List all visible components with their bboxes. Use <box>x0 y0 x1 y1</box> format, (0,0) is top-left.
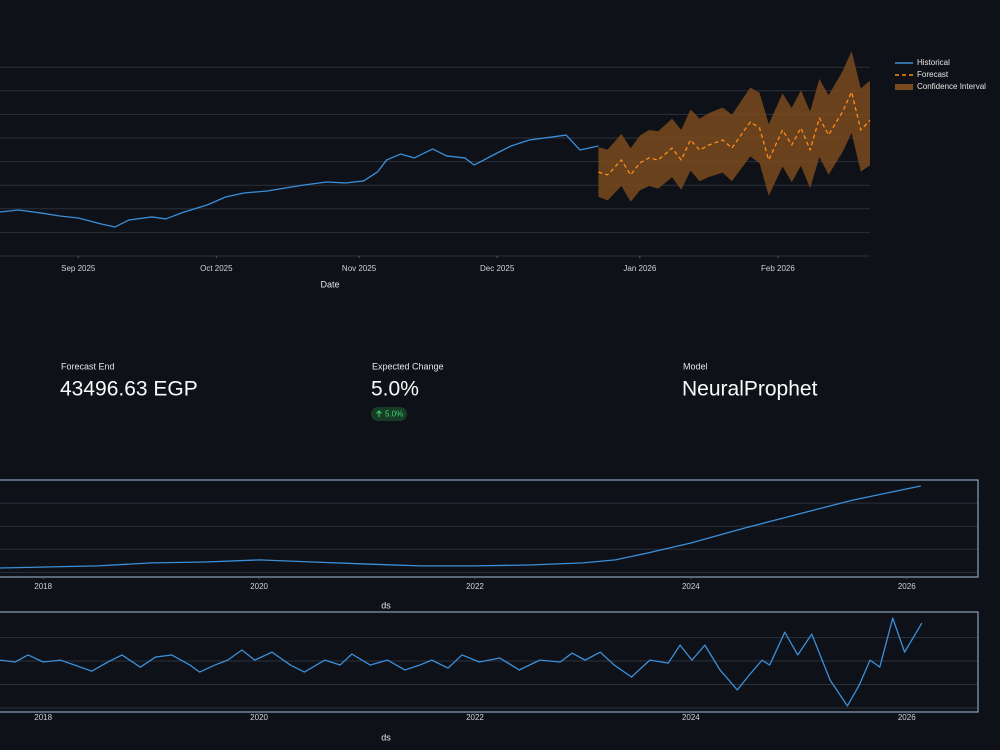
x-tick-label: Sep 2025 <box>61 264 96 273</box>
legend-label: Forecast <box>917 70 949 79</box>
metric-value: NeuralProphet <box>682 378 818 401</box>
metric-value: 43496.63 EGP <box>60 378 198 401</box>
x-tick-label: 2024 <box>682 582 700 591</box>
x-tick-label: 2026 <box>898 582 916 591</box>
x-tick-label: 2018 <box>34 713 52 722</box>
x-tick-label: 2018 <box>34 582 52 591</box>
metric-label: Model <box>683 361 708 371</box>
legend: Historical Forecast Confidence Interval <box>895 58 986 91</box>
confidence-band <box>598 51 870 202</box>
metric-value: 5.0% <box>371 378 419 401</box>
chart: 2018 2020 2022 2024 2026 ds <box>0 479 979 610</box>
x-tick-label: Jan 2026 <box>623 264 656 273</box>
metric-label: Expected Change <box>372 361 444 371</box>
x-tick-label: 2026 <box>898 713 916 722</box>
metric: Forecast End 43496.63 EGP <box>60 361 198 400</box>
x-tick-label: 2022 <box>466 582 484 591</box>
series-line <box>0 617 923 707</box>
metric: Model NeuralProphet <box>682 361 818 400</box>
x-tick-label: Nov 2025 <box>342 264 377 273</box>
delta-arrow <box>376 410 382 417</box>
delta-pill <box>371 407 407 421</box>
x-tick-label: 2020 <box>250 582 268 591</box>
x-tick-label: Feb 2026 <box>761 264 795 273</box>
x-tick-label: 2024 <box>682 713 700 722</box>
series-line <box>0 485 921 569</box>
x-tick-label: 2020 <box>250 713 268 722</box>
x-tick-label: Oct 2025 <box>200 264 233 273</box>
x-axis-title: Date <box>320 279 339 289</box>
chart: Sep 2025 Oct 2025 Nov 2025 Dec 2025 Jan 2026… <box>0 51 986 289</box>
metric-label: Forecast End <box>61 361 115 371</box>
metric-delta: 5.0% <box>385 410 403 419</box>
legend-label: Confidence Interval <box>917 82 986 91</box>
chart: 2018 2020 2022 2024 2026 ds <box>0 611 979 742</box>
x-axis-title: ds <box>381 600 391 610</box>
x-tick-label: 2022 <box>466 713 484 722</box>
x-axis-title: ds <box>381 732 391 742</box>
series-line <box>598 91 871 176</box>
x-tick-label: Dec 2025 <box>480 264 515 273</box>
series-line <box>0 134 599 228</box>
legend-swatch <box>895 84 913 90</box>
plot-frame <box>0 479 979 578</box>
metric: Expected Change 5.0% 5.0% <box>371 361 444 421</box>
plot-frame <box>0 611 979 713</box>
legend-label: Historical <box>917 58 950 67</box>
